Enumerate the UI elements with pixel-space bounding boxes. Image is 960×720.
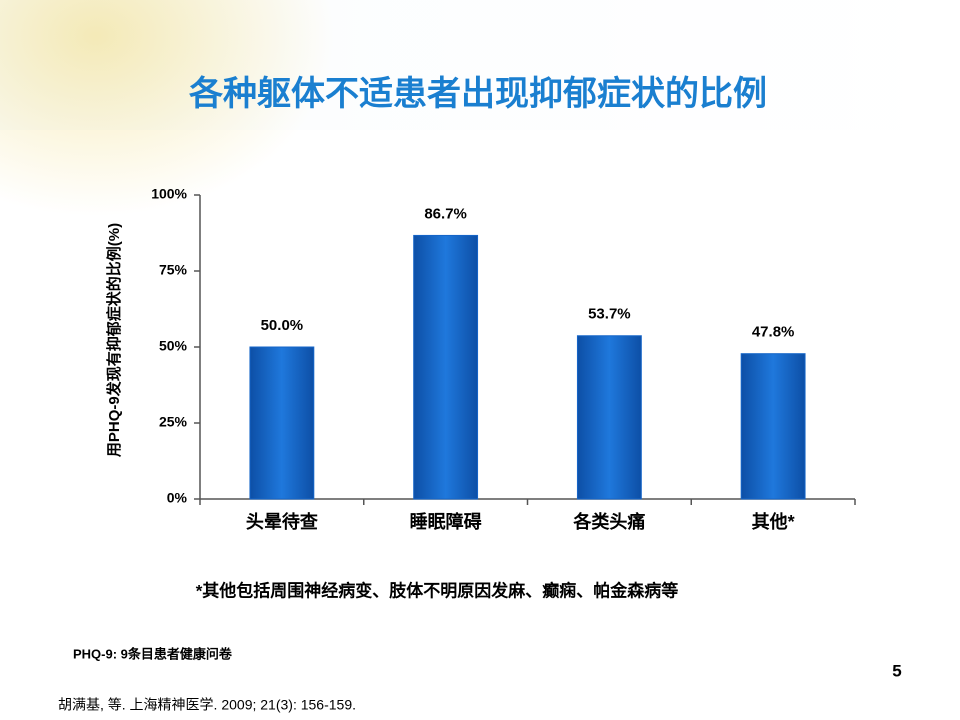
x-tick-label: 各类头痛 — [572, 511, 645, 532]
bar — [413, 234, 479, 500]
y-tick-label: 25% — [159, 414, 188, 430]
value-label: 47.8% — [752, 324, 795, 341]
value-label: 50.0% — [261, 317, 304, 334]
reference: 胡满基, 等. 上海精神医学. 2009; 21(3): 156-159. — [58, 697, 356, 713]
value-label: 53.7% — [588, 306, 631, 323]
page-number: 5 — [892, 661, 901, 680]
x-tick-label: 其他* — [752, 511, 795, 532]
value-label: 86.7% — [424, 205, 467, 222]
y-tick-label: 75% — [159, 262, 188, 278]
bar — [249, 346, 315, 500]
x-tick-label: 头晕待查 — [246, 511, 318, 532]
y-tick-label: 100% — [151, 186, 187, 202]
footnote: *其他包括周围神经病变、肢体不明原因发麻、癫痫、帕金森病等 — [196, 580, 679, 600]
x-tick-label: 睡眠障碍 — [410, 511, 482, 532]
slide-title: 各种躯体不适患者出现抑郁症状的比例 — [189, 74, 767, 113]
y-axis-label: 用PHQ-9发现有抑郁症状的比例(%) — [105, 223, 123, 457]
y-tick-label: 0% — [167, 490, 188, 506]
bar — [740, 353, 806, 500]
y-tick-label: 50% — [159, 338, 188, 354]
bar — [576, 335, 642, 500]
abbreviation: PHQ-9: 9条目患者健康问卷 — [73, 646, 233, 661]
